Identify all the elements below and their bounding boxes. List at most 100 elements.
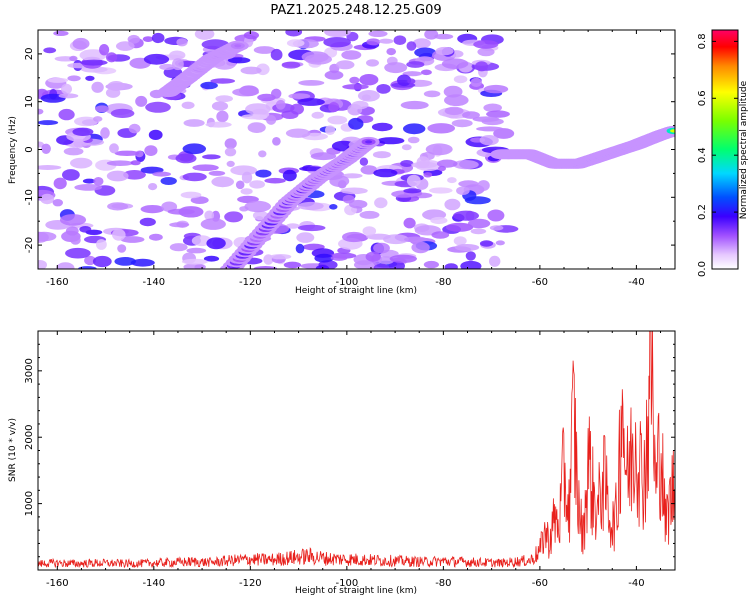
spectral-noise-blob xyxy=(169,243,188,252)
spectral-noise-blob xyxy=(67,75,81,82)
spectral-noise-blob xyxy=(283,261,302,269)
spectral-noise-blob xyxy=(460,260,482,269)
spectral-noise-blob xyxy=(447,177,457,184)
spectral-noise-blob xyxy=(92,255,112,268)
spectral-noise-blob xyxy=(436,159,458,168)
spectral-noise-blob xyxy=(362,226,377,236)
spectral-noise-blob xyxy=(486,110,510,118)
spectral-noise-blob xyxy=(258,150,267,158)
snr-x-axis-label: Height of straight line (km) xyxy=(295,586,417,596)
spectral-noise-blob xyxy=(240,66,262,75)
spectral-noise-blob xyxy=(181,101,195,110)
spectral-noise-blob xyxy=(38,260,47,269)
spectral-noise-blob xyxy=(359,210,380,219)
spectral-noise-blob xyxy=(475,61,489,72)
spectral-noise-blob xyxy=(360,165,378,175)
snr-y-axis-label: SNR (10 * v/v) xyxy=(8,418,18,482)
spectral-noise-blob xyxy=(264,177,286,184)
spectral-noise-blob xyxy=(314,253,334,263)
spectral-noise-blob xyxy=(78,266,97,269)
x-tick-label: -100 xyxy=(335,578,358,589)
spectral-noise-blob xyxy=(297,201,324,211)
spectral-noise-blob xyxy=(93,116,103,122)
snr-x-ticks: -160 -140 -120 -100 -80 -60 -40 xyxy=(46,331,662,589)
spectral-noise-blob xyxy=(285,128,311,138)
spectral-noise-blob xyxy=(368,30,388,37)
spectral-noise-blob xyxy=(286,39,305,47)
spectral-noise-blob xyxy=(349,76,360,84)
spectral-noise-blob xyxy=(241,171,253,184)
spectral-noise-blob xyxy=(454,244,480,251)
y-tick-label: 0 xyxy=(24,146,35,152)
spectral-noise-blob xyxy=(152,171,171,177)
spectral-noise-blob xyxy=(190,196,209,205)
spectrogram-plot-area xyxy=(38,30,675,269)
spectral-noise-blob xyxy=(477,47,495,57)
spectral-noise-blob xyxy=(253,46,276,54)
spectral-noise-blob xyxy=(470,228,487,235)
spectral-noise-blob xyxy=(282,169,297,182)
spectral-noise-blob xyxy=(383,234,409,245)
spectral-noise-blob xyxy=(95,105,110,113)
spectral-noise-blob xyxy=(208,170,226,176)
colorbar-tick-label: 0.6 xyxy=(697,90,708,106)
spectral-noise-blob xyxy=(74,116,99,127)
spectral-noise-blob xyxy=(80,59,108,66)
spectral-noise-blob xyxy=(342,231,366,243)
x-tick-label: -40 xyxy=(628,277,644,288)
spectral-noise-blob xyxy=(441,58,469,69)
spectral-noise-blob xyxy=(487,209,505,222)
spectral-noise-blob xyxy=(167,208,195,215)
x-tick-label: -80 xyxy=(435,578,451,589)
spectral-noise-blob xyxy=(489,255,501,267)
spectral-noise-blob xyxy=(148,129,163,140)
spectral-noise-blob xyxy=(183,263,206,269)
snr-y-ticks: 1000 2000 3000 xyxy=(24,330,675,571)
snr-series-line xyxy=(38,331,675,569)
spectral-noise-blob xyxy=(79,226,92,233)
spectral-noise-blob xyxy=(204,210,215,221)
spectral-noise-blob xyxy=(227,57,251,64)
spectral-noise-blob xyxy=(324,30,351,38)
spectral-noise-blob xyxy=(462,111,480,119)
y-tick-label: 10 xyxy=(24,95,35,108)
spectral-noise-blob xyxy=(403,217,416,229)
spectral-noise-blob xyxy=(148,183,158,191)
spectral-noise-blob xyxy=(107,81,125,91)
spectral-noise-blob xyxy=(91,81,104,93)
spectral-noise-blob xyxy=(47,77,69,83)
spectral-noise-blob xyxy=(53,177,67,190)
spectral-noise-blob xyxy=(127,34,140,44)
spectral-noise-blob xyxy=(180,191,202,199)
y-tick-label: 20 xyxy=(24,48,35,61)
spectral-noise-blob xyxy=(327,115,348,125)
spectral-noise-blob xyxy=(192,164,219,171)
spectral-noise-blob xyxy=(58,108,75,121)
spectral-noise-blob xyxy=(63,147,84,156)
ridge-blob xyxy=(365,140,373,144)
spectral-noise-blob xyxy=(224,211,244,223)
spectral-noise-blob xyxy=(430,216,448,225)
spectrogram-y-ticks: -20 -10 0 10 20 xyxy=(24,29,675,270)
spectral-noise-blob xyxy=(286,223,300,229)
spectral-noise-blob xyxy=(325,125,336,135)
spectral-noise-blob xyxy=(444,94,469,107)
spectral-noise-blob xyxy=(215,95,233,103)
spectral-noise-blob xyxy=(203,255,220,262)
spectral-noise-blob xyxy=(62,169,80,181)
x-tick-label: -100 xyxy=(335,277,358,288)
spectral-noise-blob xyxy=(52,199,63,207)
spectral-noise-blob xyxy=(247,122,266,133)
spectral-noise-blob xyxy=(349,199,368,209)
spectral-noise-blob xyxy=(281,61,301,69)
spectral-noise-blob xyxy=(429,187,453,194)
spectral-noise-blob xyxy=(373,263,390,269)
spectral-noise-blob xyxy=(61,83,72,95)
spectral-noise-blob xyxy=(378,38,394,44)
spectral-noise-blob xyxy=(244,200,271,213)
spectral-noise-blob xyxy=(205,121,232,128)
spectral-noise-blob xyxy=(341,173,363,179)
spectral-noise-blob xyxy=(130,258,155,267)
